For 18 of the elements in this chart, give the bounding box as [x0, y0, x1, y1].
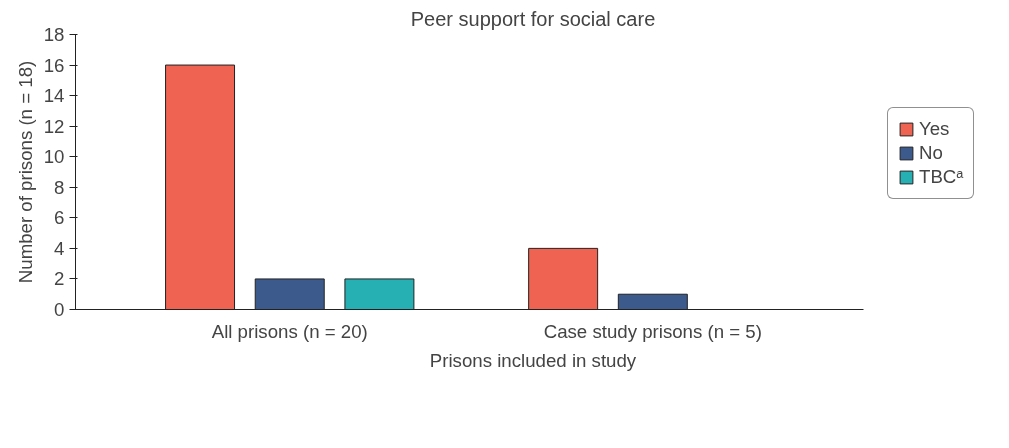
legend-label: No — [919, 142, 943, 164]
y-tick-label: 6 — [54, 207, 65, 229]
x-axis-title: Prisons included in study — [429, 349, 637, 371]
y-tick-label: 0 — [54, 299, 65, 320]
y-tick-label: 12 — [43, 115, 65, 137]
legend-label: TBCᵃ — [919, 166, 964, 188]
x-tick-label: Case study prisons (n = 5) — [543, 320, 762, 342]
chart-title: Peer support for social care — [410, 7, 656, 30]
y-tick-label: 14 — [43, 85, 65, 107]
y-tick-label: 16 — [43, 54, 65, 76]
legend-label: Yes — [919, 118, 950, 140]
y-tick-label: 10 — [43, 146, 65, 168]
y-tick-label: 4 — [54, 237, 65, 259]
x-tick-label: All prisons (n = 20) — [211, 320, 368, 342]
y-tick-label: 2 — [54, 268, 65, 290]
y-tick-label: 8 — [54, 176, 65, 198]
y-tick-label: 18 — [43, 24, 65, 45]
y-axis-title: Number of prisons (n = 18) — [14, 60, 36, 284]
